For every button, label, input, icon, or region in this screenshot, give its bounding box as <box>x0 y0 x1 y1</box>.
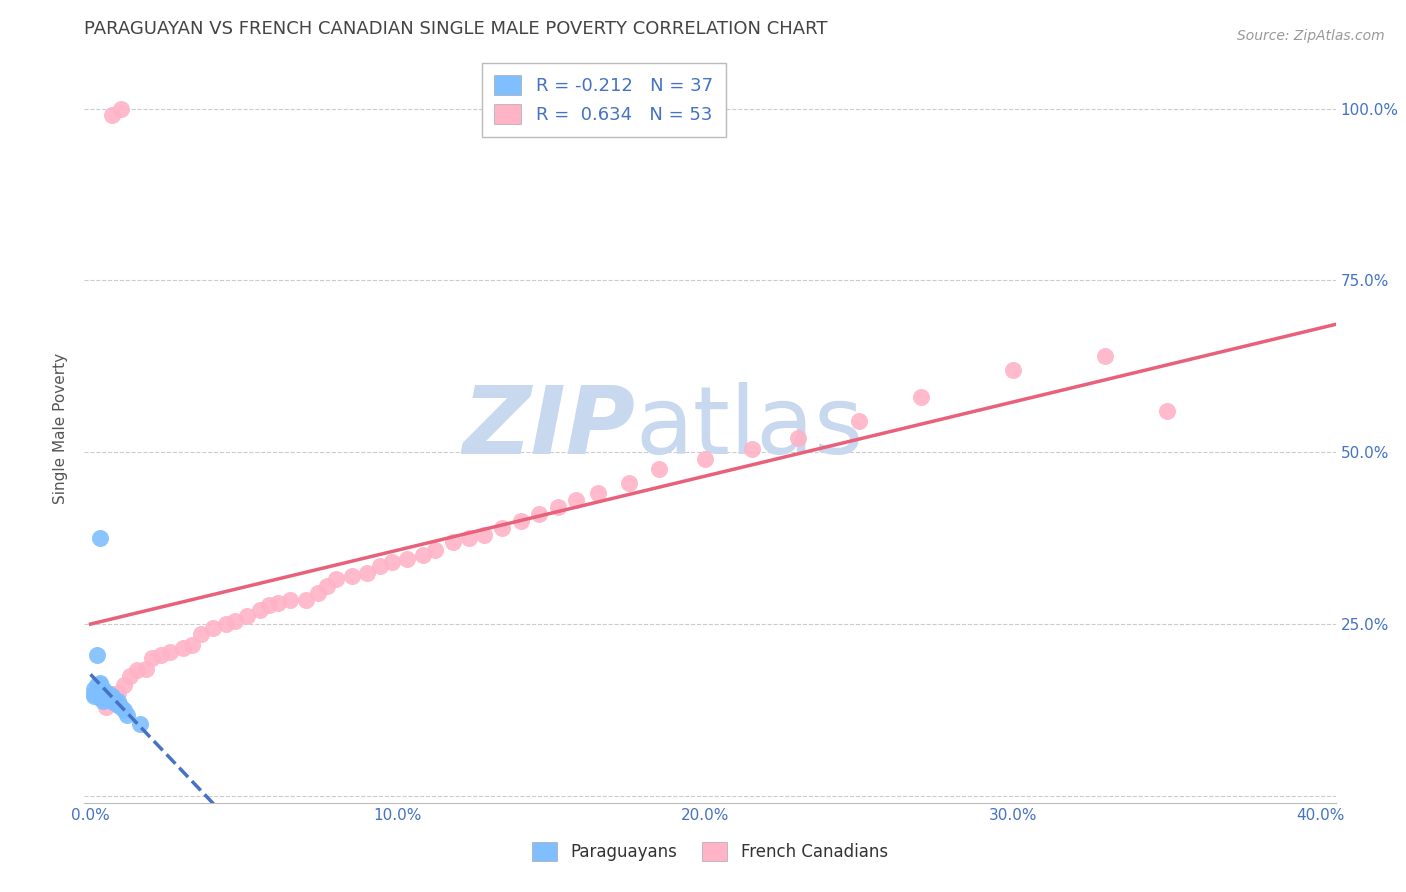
Point <box>307 586 329 600</box>
Point <box>101 691 124 706</box>
Point <box>135 662 157 676</box>
Point <box>94 690 117 705</box>
Point <box>215 617 238 632</box>
Point <box>586 486 609 500</box>
Point <box>89 675 111 690</box>
Point <box>396 551 419 566</box>
Point <box>83 690 105 704</box>
Point <box>94 686 117 700</box>
Point <box>125 663 148 677</box>
Point <box>441 534 464 549</box>
Point <box>529 507 551 521</box>
Point <box>368 558 391 573</box>
Point <box>741 442 763 456</box>
Point <box>97 692 120 706</box>
Point <box>472 527 495 541</box>
Point <box>91 682 114 697</box>
Point <box>190 627 212 641</box>
Point <box>94 687 117 701</box>
Legend: Paraguayans, French Canadians: Paraguayans, French Canadians <box>524 834 896 870</box>
Point <box>316 579 339 593</box>
Point <box>617 476 640 491</box>
Point <box>83 687 105 701</box>
Point <box>107 686 129 700</box>
Point <box>1094 349 1116 363</box>
Point <box>117 707 139 722</box>
Point <box>112 703 135 717</box>
Point <box>236 608 259 623</box>
Point <box>257 598 280 612</box>
Point <box>89 531 111 545</box>
Point <box>89 681 111 695</box>
Point <box>695 452 717 467</box>
Point <box>86 681 108 695</box>
Point <box>325 573 347 587</box>
Point <box>1001 362 1024 376</box>
Point <box>86 682 108 697</box>
Point <box>101 694 124 708</box>
Point <box>86 648 108 662</box>
Point <box>91 694 114 708</box>
Point <box>249 603 271 617</box>
Point <box>267 597 290 611</box>
Point <box>101 690 124 704</box>
Point <box>340 569 363 583</box>
Y-axis label: Single Male Poverty: Single Male Poverty <box>53 352 69 504</box>
Point <box>97 690 120 704</box>
Point <box>280 593 302 607</box>
Point <box>89 682 111 697</box>
Point <box>172 641 194 656</box>
Point <box>104 696 127 710</box>
Point <box>110 699 132 714</box>
Text: atlas: atlas <box>636 382 863 475</box>
Point <box>491 521 513 535</box>
Point <box>107 694 129 708</box>
Point <box>181 638 204 652</box>
Point <box>128 716 150 731</box>
Point <box>381 555 404 569</box>
Point <box>1156 404 1178 418</box>
Point <box>412 549 434 563</box>
Point <box>120 668 142 682</box>
Point <box>648 462 671 476</box>
Point <box>91 684 114 698</box>
Point <box>848 414 870 428</box>
Text: Source: ZipAtlas.com: Source: ZipAtlas.com <box>1237 29 1385 43</box>
Point <box>89 690 111 705</box>
Point <box>547 500 569 515</box>
Point <box>356 566 378 580</box>
Point <box>786 432 808 446</box>
Point <box>86 684 108 698</box>
Point <box>91 687 114 701</box>
Point <box>294 593 316 607</box>
Point <box>423 542 446 557</box>
Point <box>89 687 111 701</box>
Point <box>101 687 124 701</box>
Point <box>159 644 181 658</box>
Point <box>101 108 124 122</box>
Point <box>224 614 246 628</box>
Point <box>94 699 117 714</box>
Point <box>107 698 129 713</box>
Text: PARAGUAYAN VS FRENCH CANADIAN SINGLE MALE POVERTY CORRELATION CHART: PARAGUAYAN VS FRENCH CANADIAN SINGLE MAL… <box>84 21 828 38</box>
Point <box>104 692 127 706</box>
Point <box>91 690 114 705</box>
Point <box>97 687 120 701</box>
Point <box>141 651 163 665</box>
Text: ZIP: ZIP <box>463 382 636 475</box>
Point <box>86 677 108 691</box>
Point <box>150 648 173 662</box>
Point <box>83 682 105 697</box>
Point <box>457 531 479 545</box>
Point <box>89 677 111 691</box>
Point <box>565 493 588 508</box>
Point <box>110 102 132 116</box>
Point <box>112 677 135 691</box>
Point <box>510 514 533 528</box>
Point <box>202 620 225 634</box>
Point <box>910 390 932 404</box>
